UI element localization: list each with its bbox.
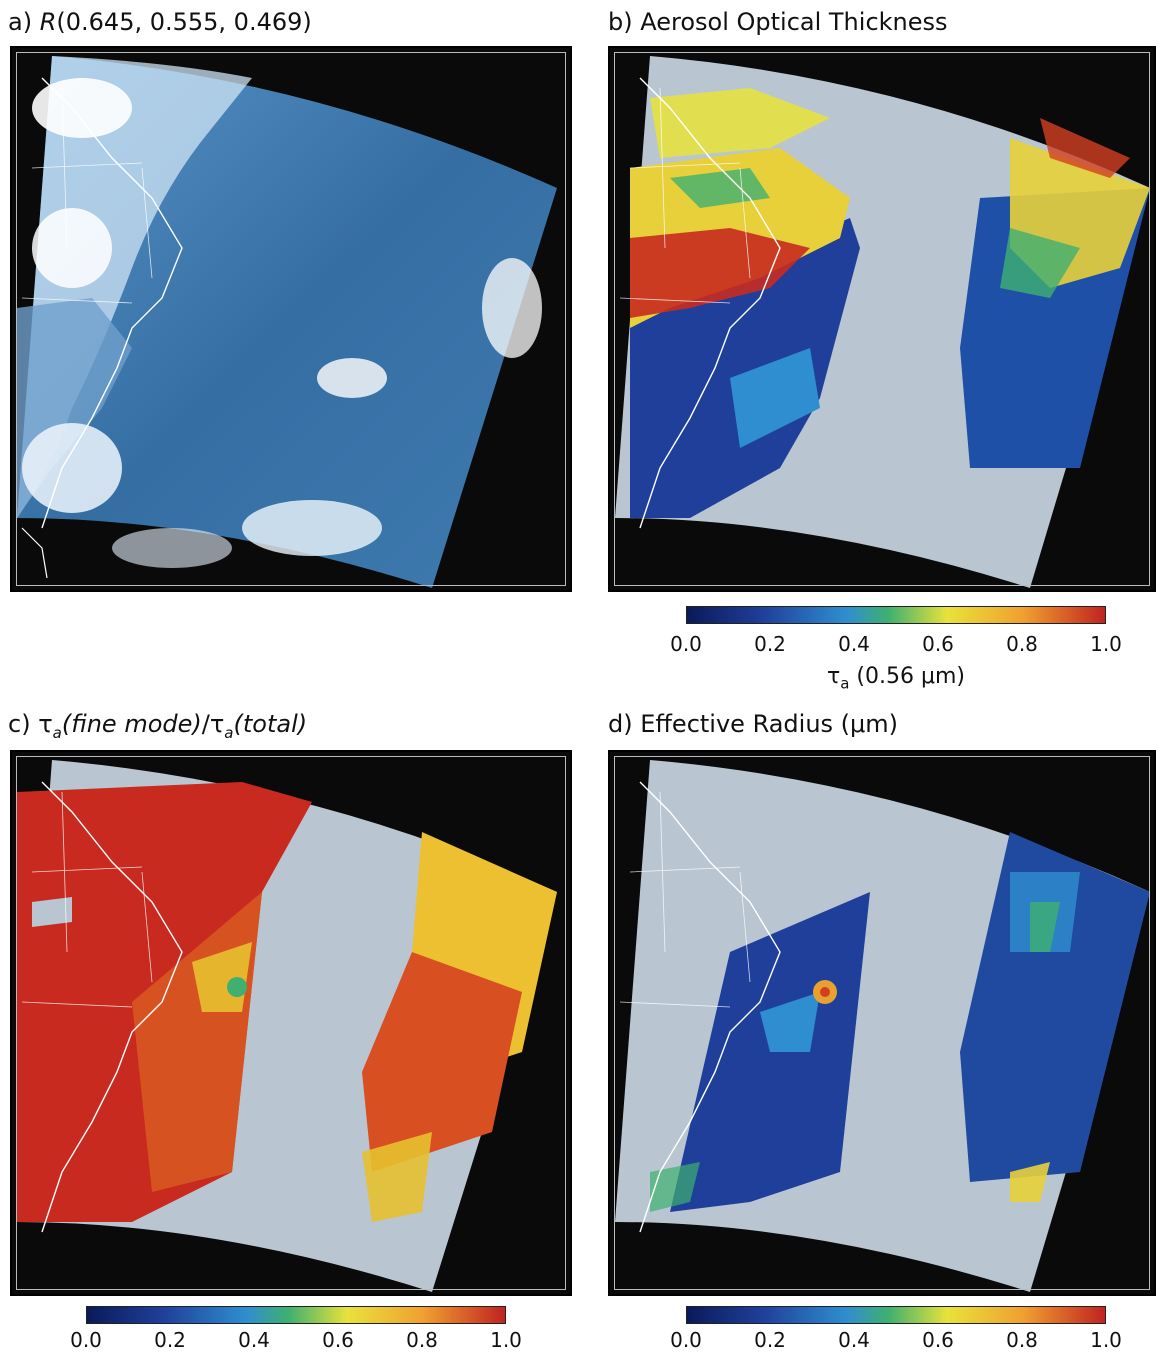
coastline bbox=[639, 781, 781, 1233]
label-tau: τ bbox=[826, 664, 841, 689]
aot-left-cyan bbox=[730, 348, 820, 448]
colorbar-b-tick-3: 0.6 bbox=[922, 632, 954, 656]
cloud-2 bbox=[32, 208, 112, 288]
aot-right-green bbox=[1000, 228, 1080, 298]
aot-left-red bbox=[630, 228, 810, 318]
colorbar-d-tick-2: 0.4 bbox=[838, 1328, 870, 1352]
colorbar-b-tick-4: 0.8 bbox=[1006, 632, 1038, 656]
state-lines bbox=[619, 791, 751, 1008]
colorbar-b-tick-5: 1.0 bbox=[1090, 632, 1122, 656]
colorbar-c-tick-1: 0.2 bbox=[154, 1328, 186, 1352]
colorbar-d: 0.0 0.2 0.4 0.6 0.8 1.0 bbox=[660, 1306, 1140, 1354]
coastline bbox=[639, 77, 781, 529]
colorbar-c-tick-3: 0.6 bbox=[322, 1328, 354, 1352]
cloud-6 bbox=[482, 258, 542, 358]
florida bbox=[21, 527, 48, 579]
colorbar-c-gradient bbox=[86, 1306, 506, 1324]
ffm-right-orange bbox=[362, 952, 522, 1172]
panel-d-title: d) Effective Radius (μm) bbox=[608, 710, 899, 738]
colorbar-b-gradient bbox=[686, 606, 1106, 624]
colorbar-b-label: τa (0.56 μm) bbox=[827, 664, 965, 692]
colorbar-c-tick-2: 0.4 bbox=[238, 1328, 270, 1352]
panel-c-image bbox=[10, 750, 572, 1296]
reff-left-cyan bbox=[760, 992, 820, 1052]
panel-c-sub2: a bbox=[224, 723, 234, 742]
colorbar-b-tick-1: 0.2 bbox=[754, 632, 786, 656]
panel-a-svg bbox=[17, 56, 557, 588]
label-rest: (0.56 μm) bbox=[849, 664, 966, 689]
colorbar-c-tick-5: 1.0 bbox=[490, 1328, 522, 1352]
panel-a-rest: (0.645, 0.555, 0.469) bbox=[56, 8, 312, 36]
panel-a-italic: R bbox=[39, 8, 57, 36]
panel-b-title: b) Aerosol Optical Thickness bbox=[608, 8, 948, 36]
ffm-left-gray bbox=[32, 897, 72, 927]
coastline bbox=[41, 781, 183, 1233]
panel-d-svg bbox=[615, 760, 1150, 1292]
panel-c-italic1: (fine mode) bbox=[61, 710, 202, 738]
cloud-4 bbox=[317, 358, 387, 398]
panel-c-tau2: τ bbox=[209, 710, 225, 738]
colorbar-d-tick-5: 1.0 bbox=[1090, 1328, 1122, 1352]
state-lines bbox=[21, 87, 153, 304]
land-clouds bbox=[17, 56, 252, 518]
colorbar-c-tick-4: 0.8 bbox=[406, 1328, 438, 1352]
aot-left-top bbox=[650, 88, 830, 158]
reff-left-hotspot-core bbox=[820, 987, 830, 997]
state-lines bbox=[21, 791, 153, 1008]
panel-a-prefix: a) bbox=[8, 8, 40, 36]
panel-b-image bbox=[608, 46, 1156, 592]
coastline bbox=[41, 77, 183, 529]
label-sub: a bbox=[840, 674, 850, 693]
panel-c-prefix: c) bbox=[8, 710, 39, 738]
panel-b-svg bbox=[615, 56, 1150, 588]
colorbar-b: 0.0 0.2 0.4 0.6 0.8 1.0 τa (0.56 μm) bbox=[660, 606, 1140, 696]
panel-c-slash: / bbox=[201, 710, 210, 738]
colorbar-c-tick-0: 0.0 bbox=[70, 1328, 102, 1352]
cloud-7 bbox=[112, 528, 232, 568]
colorbar-d-tick-0: 0.0 bbox=[670, 1328, 702, 1352]
aot-left-green bbox=[670, 168, 770, 208]
cloud-1 bbox=[32, 78, 132, 138]
reff-left-green bbox=[650, 1162, 700, 1212]
colorbar-b-tick-0: 0.0 bbox=[670, 632, 702, 656]
colorbar-d-tick-1: 0.2 bbox=[754, 1328, 786, 1352]
panel-a-title: a) R(0.645, 0.555, 0.469) bbox=[8, 8, 312, 36]
reff-right-blue bbox=[960, 832, 1150, 1182]
reff-right-green bbox=[1030, 902, 1060, 952]
colorbar-d-gradient bbox=[686, 1306, 1106, 1324]
panel-c-svg bbox=[17, 760, 557, 1292]
colorbar-d-tick-4: 0.8 bbox=[1006, 1328, 1038, 1352]
state-lines bbox=[619, 87, 751, 304]
colorbar-d-tick-3: 0.6 bbox=[922, 1328, 954, 1352]
cloud-5 bbox=[242, 500, 382, 556]
colorbar-c: 0.0 0.2 0.4 0.6 0.8 1.0 bbox=[60, 1306, 540, 1354]
panel-d-image bbox=[608, 750, 1156, 1296]
panel-c-tau: τ bbox=[38, 710, 53, 738]
panel-c-title: c) τa(fine mode)/τa(total) bbox=[8, 710, 307, 747]
ffm-right-yellow2 bbox=[362, 1132, 432, 1222]
colorbar-b-tick-2: 0.4 bbox=[838, 632, 870, 656]
aot-right-red bbox=[1040, 118, 1130, 178]
ffm-left-green bbox=[227, 977, 247, 997]
panel-a-image bbox=[10, 46, 572, 592]
cloud-3 bbox=[22, 423, 122, 513]
panel-c-sub1: a bbox=[52, 723, 62, 742]
reff-right-yellow bbox=[1010, 1162, 1050, 1202]
panel-c-italic2: (total) bbox=[233, 710, 308, 738]
